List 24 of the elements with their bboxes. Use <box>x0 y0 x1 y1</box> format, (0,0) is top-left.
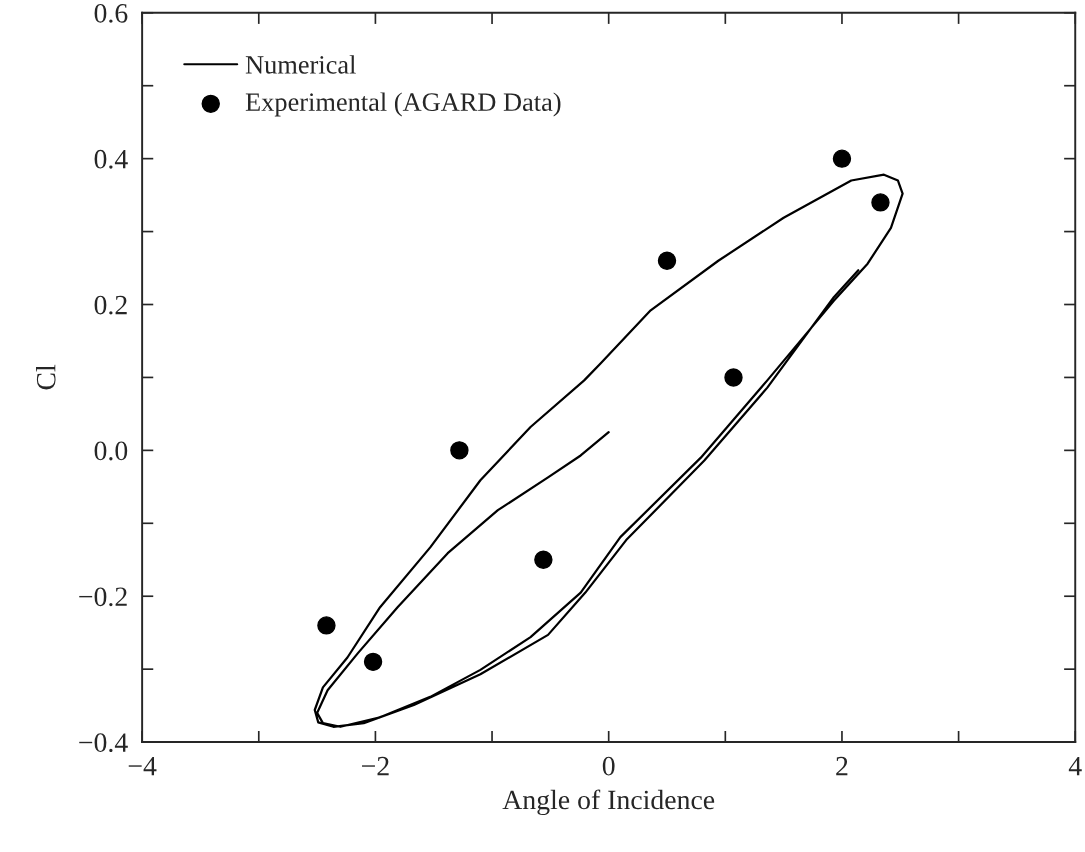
point <box>657 251 677 270</box>
x-tick-label: −2 <box>362 756 389 776</box>
x-axis-title: Angle of Incidence <box>502 789 715 816</box>
y-axis-title: Cl <box>36 364 56 390</box>
point <box>317 616 336 635</box>
y-tick-label: 0.0 <box>94 441 128 461</box>
x-tick-label: 4 <box>1068 756 1082 776</box>
y-tick-label: 0.6 <box>94 3 128 23</box>
y-tick-label: −0.4 <box>79 733 128 753</box>
legend-label: Experimental (AGARD Data) <box>245 92 561 117</box>
x-tick-label: 0 <box>602 756 615 776</box>
point <box>871 193 890 212</box>
point <box>363 652 383 672</box>
line-series <box>313 173 904 728</box>
point <box>534 550 553 569</box>
point <box>450 441 469 460</box>
y-tick-label: −0.2 <box>79 587 127 607</box>
point <box>724 368 743 387</box>
y-tick-label: 0.2 <box>94 295 127 315</box>
x-tick-label: 2 <box>836 756 848 776</box>
legend-label: Numerical <box>245 55 356 74</box>
x-tick-label: −4 <box>128 756 157 776</box>
point <box>832 149 852 168</box>
y-tick-label: 0.4 <box>94 149 128 169</box>
